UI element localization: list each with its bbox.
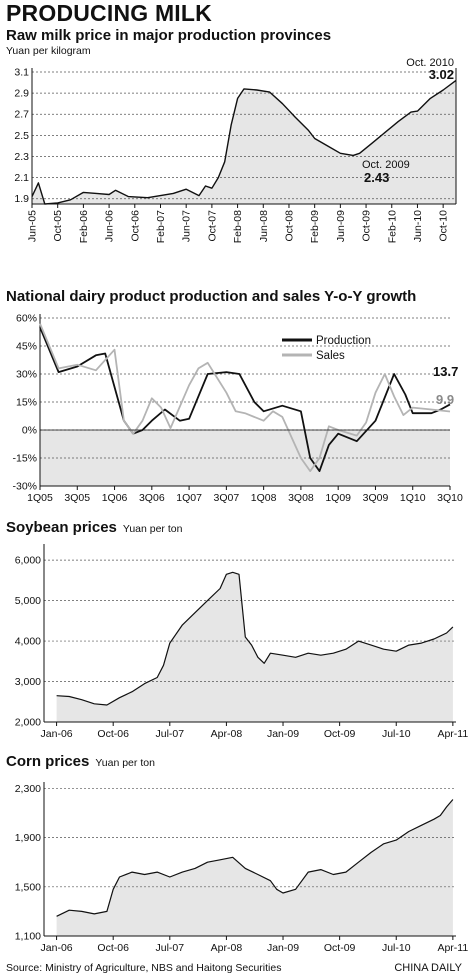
y-tick-label: 2,300 [15, 783, 41, 795]
x-tick-label: Oct-10 [438, 210, 450, 242]
x-tick-label: 3Q06 [139, 492, 165, 504]
x-tick-label: Jun-05 [27, 210, 39, 242]
footer-source: Source: Ministry of Agriculture, NBS and… [6, 962, 282, 974]
annotation-oct-2010-label: Oct. 2010 [406, 58, 454, 69]
soybean-chart-title-text: Soybean prices [6, 519, 117, 536]
y-tick-label: -15% [12, 453, 37, 465]
x-tick-label: Jan-06 [41, 942, 73, 954]
corn-chart-title-text: Corn prices [6, 753, 90, 770]
y-tick-label: 4,000 [15, 636, 41, 648]
x-tick-label: 1Q05 [27, 492, 53, 504]
y-tick-label: -30% [12, 481, 37, 493]
y-tick-label: 5,000 [15, 595, 41, 607]
footer-credit: CHINA DAILY [394, 962, 462, 974]
y-tick-label: 3.1 [14, 67, 29, 79]
x-tick-label: 1Q08 [251, 492, 277, 504]
soybean-price-chart: 2,000 3,000 4,000 5,000 6,000 Jan-06 Oct-06 Jul… [15, 544, 468, 740]
dairy-growth-chart: 60% 45% 30% 15% 0% -15% -30%1Q05 3Q05 1Q06 3Q06 1Q… [12, 313, 463, 505]
x-tick-label: 3Q10 [437, 492, 463, 504]
corn-chart-title: Corn prices Yuan per ton [6, 753, 155, 770]
series-line-0 [56, 799, 454, 917]
x-tick-label: Oct-09 [324, 728, 356, 740]
milk-price-chart: 1.9 2.1 2.3 2.5 2.7 2.9 3.1 Jun-05 Oct-05 Feb-06 J… [14, 58, 457, 243]
y-tick-label: 1.9 [14, 193, 29, 205]
x-tick-label: 3Q07 [214, 492, 240, 504]
y-tick-label: 45% [16, 341, 37, 353]
series-line-0 [31, 79, 457, 205]
area-fill [56, 572, 453, 722]
x-tick-label: Oct-09 [324, 942, 356, 954]
x-tick-label: 3Q08 [288, 492, 314, 504]
x-tick-label: 1Q09 [325, 492, 351, 504]
x-tick-label: Feb-06 [78, 210, 90, 243]
x-tick-label: 1Q06 [102, 492, 128, 504]
x-tick-label: Oct-06 [97, 942, 129, 954]
y-tick-label: 0% [22, 425, 37, 437]
x-tick-label: Jun-07 [181, 210, 193, 242]
x-tick-label: Jan-09 [267, 728, 299, 740]
x-tick-label: Oct-09 [361, 210, 373, 242]
x-tick-label: Feb-08 [232, 210, 244, 243]
x-tick-label: Oct-06 [129, 210, 141, 242]
annotation-oct-2010-value: 3.02 [429, 67, 454, 82]
y-tick-label: 2.3 [14, 151, 29, 163]
legend-label-sales: Sales [316, 350, 345, 362]
area-fill [32, 80, 456, 204]
y-tick-label: 2.9 [14, 88, 29, 100]
y-tick-label: 2,000 [15, 717, 41, 729]
x-tick-label: Apr-11 [437, 942, 468, 954]
x-tick-label: Oct-08 [283, 210, 295, 242]
x-tick-label: Oct-06 [97, 728, 129, 740]
soybean-chart-title: Soybean prices Yuan per ton [6, 519, 182, 536]
dairy-chart-title: National dairy product production and sa… [6, 288, 417, 305]
x-tick-label: Apr-08 [211, 728, 243, 740]
end-label-production: 13.7 [433, 364, 458, 379]
y-tick-label: 1,900 [15, 832, 41, 844]
x-tick-label: Jun-06 [104, 210, 116, 242]
y-tick-label: 60% [16, 313, 37, 325]
y-tick-label: 15% [16, 397, 37, 409]
x-tick-label: 3Q05 [64, 492, 90, 504]
x-tick-label: Feb-07 [155, 210, 167, 243]
x-tick-label: Oct-05 [52, 210, 64, 242]
y-tick-label: 2.5 [14, 130, 29, 142]
soybean-chart-unit: Yuan per ton [122, 523, 183, 535]
y-tick-label: 2.7 [14, 109, 29, 121]
x-tick-label: 1Q07 [176, 492, 202, 504]
series-line-0 [56, 571, 454, 706]
corn-price-chart: 1,100 1,500 1,900 2,300 Jan-06 Oct-06 Jul-07 Ap… [15, 782, 468, 954]
x-tick-label: Jul-10 [382, 942, 411, 954]
series-line-sales [39, 323, 451, 472]
milk-chart-title: Raw milk price in major production provi… [6, 27, 332, 44]
x-tick-label: Jan-06 [41, 728, 73, 740]
y-tick-label: 6,000 [15, 555, 41, 567]
end-label-sales: 9.9 [436, 392, 454, 407]
y-tick-label: 3,000 [15, 676, 41, 688]
x-tick-label: 1Q10 [400, 492, 426, 504]
x-tick-label: Feb-09 [309, 210, 321, 243]
x-tick-label: Jul-07 [155, 728, 184, 740]
area-fill [56, 799, 453, 936]
y-tick-label: 2.1 [14, 172, 29, 184]
x-tick-label: Jun-10 [412, 210, 424, 242]
annotation-oct-2009-value: 2.43 [364, 170, 389, 185]
x-tick-label: Jul-07 [155, 942, 184, 954]
x-tick-label: Oct-07 [206, 210, 218, 242]
main-title: PRODUCING MILK [6, 0, 212, 26]
x-tick-label: Jun-08 [258, 210, 270, 242]
annotation-oct-2009-label: Oct. 2009 [362, 159, 410, 171]
y-tick-label: 1,100 [15, 931, 41, 943]
legend-label-production: Production [316, 335, 371, 347]
corn-chart-unit: Yuan per ton [95, 757, 155, 769]
x-tick-label: Feb-10 [386, 210, 398, 243]
y-tick-label: 1,500 [15, 881, 41, 893]
x-tick-label: Jul-10 [382, 728, 411, 740]
x-tick-label: Jun-09 [335, 210, 347, 242]
x-tick-label: Jan-09 [267, 942, 299, 954]
milk-chart-unit: Yuan per kilogram [6, 45, 91, 57]
y-tick-label: 30% [16, 369, 37, 381]
x-tick-label: Apr-08 [211, 942, 243, 954]
x-tick-label: Apr-11 [437, 728, 468, 740]
x-tick-label: 3Q09 [363, 492, 389, 504]
